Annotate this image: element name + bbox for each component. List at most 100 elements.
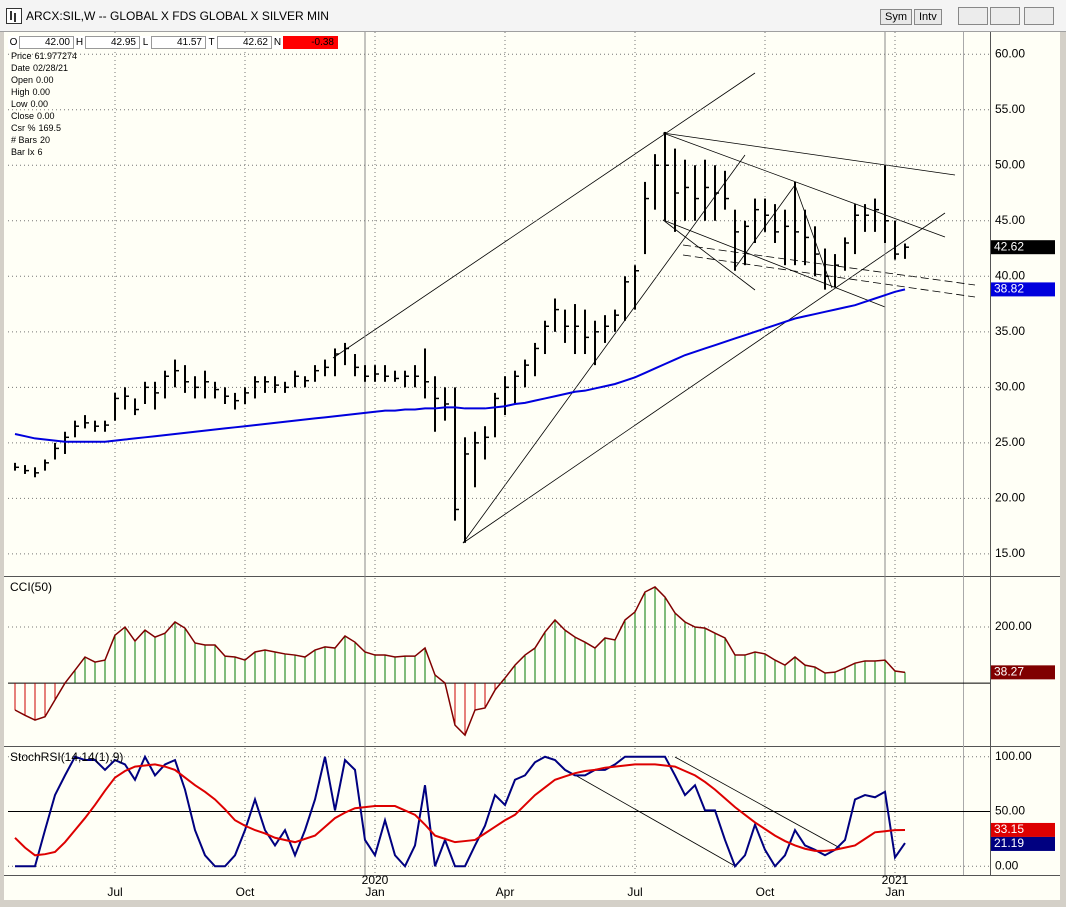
x-tick-label: Jan (885, 885, 904, 899)
x-tick-label: Jul (107, 885, 122, 899)
trendline (674, 756, 841, 849)
data-label: Close (11, 111, 35, 121)
panel-title: CCI(50) (10, 580, 52, 594)
y-tick-label: 55.00 (995, 102, 1025, 116)
data-value: 6 (37, 147, 43, 157)
app-icon (6, 8, 22, 24)
info-value: 41.57 (151, 36, 206, 49)
maximize-button[interactable] (990, 7, 1020, 25)
y-tick-label: 20.00 (995, 491, 1025, 505)
minimize-button[interactable] (958, 7, 988, 25)
info-label: O (8, 36, 19, 49)
data-value: 0.00 (36, 75, 54, 85)
info-label: T (206, 36, 217, 49)
toolbar: Sym Intv (880, 9, 942, 25)
close-button[interactable] (1024, 7, 1054, 25)
cci-value-label-box (991, 665, 1055, 680)
stoch-value-label-box (991, 822, 1055, 837)
trendline (662, 219, 886, 308)
data-value: 169.5 (38, 123, 62, 133)
data-value: 61.977274 (34, 51, 78, 61)
year-label: 2020 (362, 873, 389, 887)
last-price-label-box (991, 240, 1055, 255)
toolbar-button[interactable]: Intv (914, 9, 942, 25)
y-tick-label: 50.00 (995, 804, 1025, 818)
moving-average (14, 288, 906, 443)
stoch-line (14, 763, 906, 857)
x-tick-label: Oct (756, 885, 775, 899)
data-row: Low 0.00 (11, 98, 77, 110)
window-title: ARCX:SIL,W -- GLOBAL X FDS GLOBAL X SILV… (26, 9, 329, 23)
info-value: 42.00 (19, 36, 74, 49)
info-value: -0.38 (283, 36, 338, 49)
title-bar: ARCX:SIL,W -- GLOBAL X FDS GLOBAL X SILV… (0, 0, 1066, 32)
trendline (662, 132, 956, 176)
toolbar-button[interactable]: Sym (880, 9, 912, 25)
info-label: H (74, 36, 85, 49)
data-row: Price 61.977274 (11, 50, 77, 62)
data-label: Price (11, 51, 32, 61)
data-row: Date 02/28/21 (11, 62, 77, 74)
data-row: Csr % 169.5 (11, 122, 77, 134)
data-label: Open (11, 75, 34, 85)
y-tick-label: 30.00 (995, 380, 1025, 394)
data-label: # Bars (11, 135, 38, 145)
x-tick-label: Jul (627, 885, 642, 899)
cci-line (14, 586, 906, 737)
stoch-value-label-box (991, 836, 1055, 851)
ma-value-label: 38.82 (994, 282, 1024, 296)
y-tick-label: 15.00 (995, 546, 1025, 560)
data-label: High (11, 87, 30, 97)
y-tick-label: 25.00 (995, 435, 1025, 449)
stoch-value-label: 21.19 (994, 836, 1024, 850)
data-label: Date (11, 63, 31, 73)
panel-title: StochRSI(14,14(1),9) (10, 750, 123, 764)
info-value: 42.95 (85, 36, 140, 49)
data-value: 0.00 (30, 99, 49, 109)
trendline (574, 774, 736, 867)
info-label: L (140, 36, 151, 49)
trendline (662, 132, 946, 238)
dashed-trendline (682, 244, 976, 286)
y-tick-label: 200.00 (995, 619, 1032, 633)
data-row: # Bars 20 (11, 134, 77, 146)
data-window: Price 61.977274 Date 02/28/21 Open 0.00 High 0.… (11, 50, 77, 158)
x-tick-label: Apr (496, 885, 515, 899)
info-value: 42.62 (217, 36, 272, 49)
info-label: N (272, 36, 283, 49)
y-tick-label: 45.00 (995, 213, 1025, 227)
data-value: 02/28/21 (33, 63, 69, 73)
data-row: Bar Ix 6 (11, 146, 77, 158)
info-bar: O 42.00 H 42.95 L 41.57 T 42.62 N -0.38 (8, 36, 338, 49)
x-tick-label: Oct (236, 885, 255, 899)
data-value: 0.00 (32, 87, 51, 97)
trendline (462, 154, 746, 544)
data-row: Open 0.00 (11, 74, 77, 86)
chart-frame: Jul Oct Jan Apr Jul Oct Jan 2020 2021 15.00 20.00 2… (4, 32, 1060, 900)
data-value: 0.00 (37, 111, 55, 121)
last-price-label: 42.62 (994, 239, 1024, 253)
trendline (462, 212, 946, 544)
trendline (794, 184, 833, 289)
data-row: High 0.00 (11, 86, 77, 98)
y-tick-label: 60.00 (995, 46, 1025, 60)
trendline (332, 72, 756, 359)
y-tick-label: 40.00 (995, 268, 1025, 282)
data-value: 20 (40, 135, 51, 145)
y-tick-label: 35.00 (995, 324, 1025, 338)
y-tick-label: 0.00 (995, 858, 1019, 872)
data-row: Close 0.00 (11, 110, 77, 122)
data-label: Csr % (11, 123, 36, 133)
x-tick-label: Jan (365, 885, 384, 899)
trendline (662, 219, 756, 291)
y-tick-label: 100.00 (995, 749, 1032, 763)
ma-value-label-box (991, 282, 1055, 297)
data-label: Bar Ix (11, 147, 35, 157)
data-label: Low (11, 99, 28, 109)
cci-value-label: 38.27 (994, 665, 1024, 679)
y-tick-label: 50.00 (995, 157, 1025, 171)
year-label: 2021 (882, 873, 909, 887)
stoch-value-label: 33.15 (994, 822, 1024, 836)
